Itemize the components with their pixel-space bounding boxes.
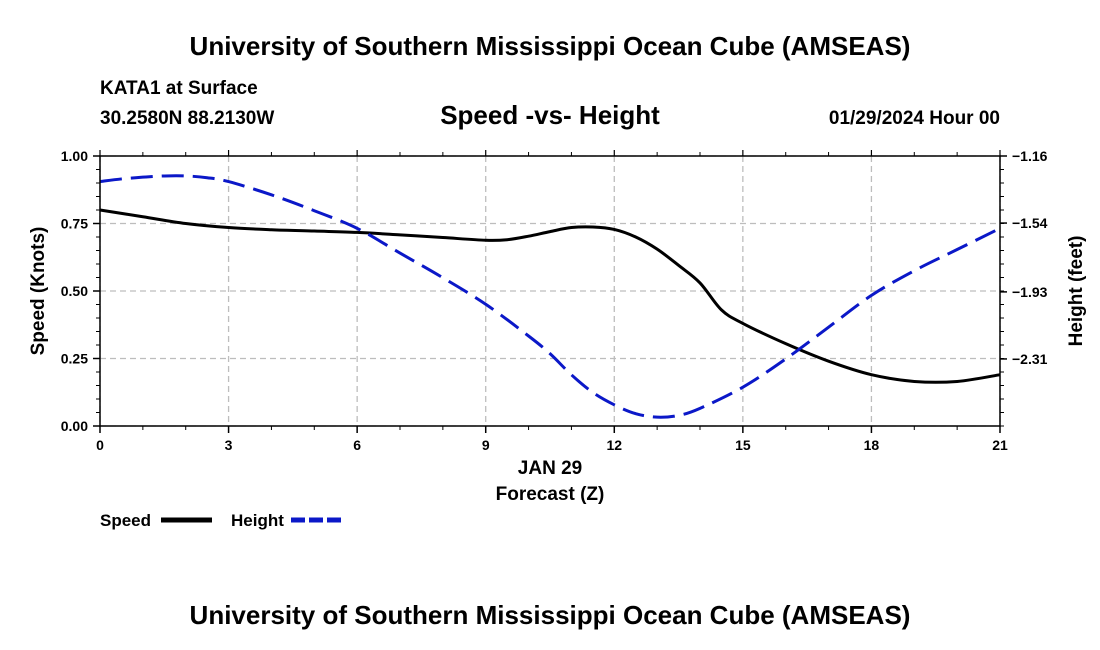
y-tick-label: 0.25 [61,351,88,367]
x-tick-label: 9 [482,437,490,453]
x-tick-label: 12 [606,437,622,453]
axis-ticks: 0 3 6 9 12 15 18 21 0.00 0.25 0.50 0.75 1.00 −1.16 −1.… [61,148,1048,453]
y-tick-label: 1.00 [61,148,88,164]
series-line-speed [99,208,1001,384]
legend-speed-label: Speed [100,511,151,530]
x-tick-label: 21 [992,437,1008,453]
x-tick-label: 3 [225,437,233,453]
x-tick-label: 18 [864,437,880,453]
y2-tick-label: −1.16 [1012,148,1048,164]
y-tick-label: 0.75 [61,216,88,232]
main-title: University of Southern Mississippi Ocean… [190,31,911,61]
footer-title: University of Southern Mississippi Ocean… [190,600,911,630]
y2-tick-label: −1.93 [1012,284,1048,300]
x-tick-label: 6 [353,437,361,453]
x-date-label: JAN 29 [518,458,582,479]
series-lines [99,174,1001,419]
y-tick-label: 0.00 [61,418,88,434]
coordinates-label: 30.2580N 88.2130W [100,108,274,129]
legend-height-label: Height [231,511,284,530]
x-tick-label: 15 [735,437,751,453]
y-tick-label: 0.50 [61,283,88,299]
x-axis-label: Forecast (Z) [496,484,605,505]
grid-lines [99,155,1001,427]
y2-tick-label: −2.31 [1012,351,1048,367]
chart-title: Speed -vs- Height [440,100,660,130]
y2-tick-label: −1.54 [1012,215,1048,231]
y2-axis-label: Height (feet) [1066,236,1087,347]
station-label: KATA1 at Surface [100,78,258,99]
x-tick-label: 0 [96,437,104,453]
y-axis-label: Speed (Knots) [28,227,49,356]
series-line-height [99,174,1001,419]
datetime-label: 01/29/2024 Hour 00 [829,108,1000,129]
